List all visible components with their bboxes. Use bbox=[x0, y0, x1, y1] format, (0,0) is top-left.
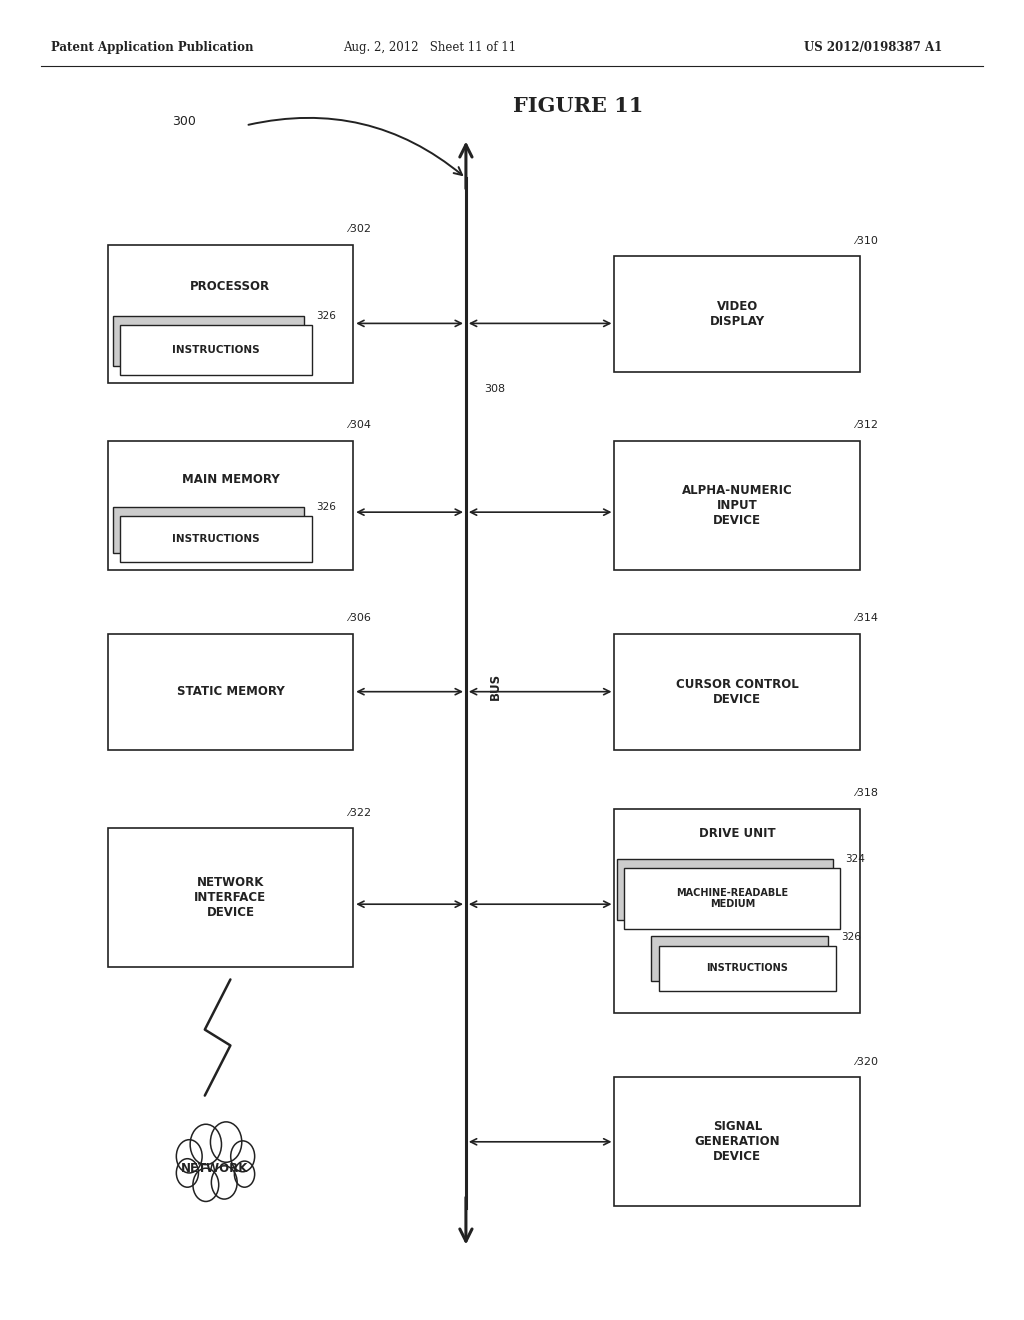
FancyBboxPatch shape bbox=[108, 441, 353, 570]
FancyBboxPatch shape bbox=[614, 1077, 860, 1206]
FancyBboxPatch shape bbox=[120, 325, 311, 375]
FancyBboxPatch shape bbox=[625, 867, 841, 929]
Text: ⁄306: ⁄306 bbox=[348, 612, 371, 623]
Text: INSTRUCTIONS: INSTRUCTIONS bbox=[172, 346, 259, 355]
Circle shape bbox=[176, 1159, 199, 1187]
Text: BUS: BUS bbox=[488, 673, 502, 700]
Text: VIDEO
DISPLAY: VIDEO DISPLAY bbox=[710, 300, 765, 329]
Text: 308: 308 bbox=[484, 384, 506, 395]
Circle shape bbox=[176, 1139, 202, 1173]
FancyBboxPatch shape bbox=[108, 634, 353, 750]
Text: INSTRUCTIONS: INSTRUCTIONS bbox=[707, 964, 788, 973]
Text: ⁄320: ⁄320 bbox=[855, 1056, 878, 1067]
Circle shape bbox=[230, 1140, 255, 1172]
FancyBboxPatch shape bbox=[614, 256, 860, 372]
FancyBboxPatch shape bbox=[113, 507, 304, 553]
Text: ⁄302: ⁄302 bbox=[348, 224, 371, 235]
Circle shape bbox=[190, 1125, 221, 1164]
Circle shape bbox=[211, 1122, 242, 1162]
Text: 300: 300 bbox=[172, 115, 197, 128]
Text: ALPHA-NUMERIC
INPUT
DEVICE: ALPHA-NUMERIC INPUT DEVICE bbox=[682, 484, 793, 527]
Circle shape bbox=[211, 1166, 238, 1199]
Text: US 2012/0198387 A1: US 2012/0198387 A1 bbox=[804, 41, 942, 54]
Text: 326: 326 bbox=[316, 502, 337, 512]
Text: NETWORK
INTERFACE
DEVICE: NETWORK INTERFACE DEVICE bbox=[195, 876, 266, 919]
Text: FIGURE 11: FIGURE 11 bbox=[513, 95, 644, 116]
FancyBboxPatch shape bbox=[614, 634, 860, 750]
Circle shape bbox=[234, 1162, 255, 1187]
Text: 326: 326 bbox=[841, 932, 860, 941]
Text: MACHINE-READABLE
MEDIUM: MACHINE-READABLE MEDIUM bbox=[676, 888, 788, 909]
FancyBboxPatch shape bbox=[120, 516, 311, 562]
Text: 326: 326 bbox=[316, 312, 337, 321]
Text: MAIN MEMORY: MAIN MEMORY bbox=[181, 473, 280, 486]
FancyBboxPatch shape bbox=[108, 829, 353, 966]
FancyBboxPatch shape bbox=[614, 441, 860, 570]
Text: DRIVE UNIT: DRIVE UNIT bbox=[699, 826, 775, 840]
Text: STATIC MEMORY: STATIC MEMORY bbox=[176, 685, 285, 698]
Text: ⁄310: ⁄310 bbox=[855, 235, 878, 246]
Text: ⁄322: ⁄322 bbox=[348, 808, 372, 817]
Text: Patent Application Publication: Patent Application Publication bbox=[51, 41, 254, 54]
FancyBboxPatch shape bbox=[108, 244, 353, 383]
Text: Aug. 2, 2012   Sheet 11 of 11: Aug. 2, 2012 Sheet 11 of 11 bbox=[343, 41, 517, 54]
Text: PROCESSOR: PROCESSOR bbox=[190, 280, 270, 293]
Text: CURSOR CONTROL
DEVICE: CURSOR CONTROL DEVICE bbox=[676, 677, 799, 706]
FancyBboxPatch shape bbox=[617, 858, 834, 920]
FancyBboxPatch shape bbox=[658, 945, 836, 990]
Text: ⁄312: ⁄312 bbox=[855, 420, 878, 430]
Text: ⁄318: ⁄318 bbox=[855, 788, 878, 797]
Circle shape bbox=[193, 1168, 219, 1201]
Text: ⁄304: ⁄304 bbox=[348, 420, 371, 430]
Text: INSTRUCTIONS: INSTRUCTIONS bbox=[172, 535, 259, 544]
FancyBboxPatch shape bbox=[651, 936, 828, 981]
Text: SIGNAL
GENERATION
DEVICE: SIGNAL GENERATION DEVICE bbox=[694, 1121, 780, 1163]
Text: ⁄314: ⁄314 bbox=[855, 612, 878, 623]
Text: 324: 324 bbox=[846, 854, 865, 863]
FancyBboxPatch shape bbox=[614, 808, 860, 1014]
Text: NETWORK: NETWORK bbox=[181, 1162, 249, 1175]
FancyBboxPatch shape bbox=[113, 315, 304, 366]
